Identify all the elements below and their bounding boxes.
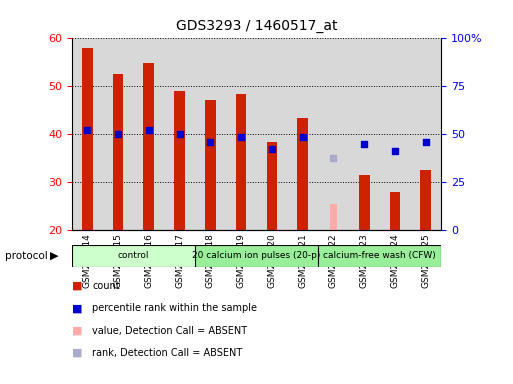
Text: rank, Detection Call = ABSENT: rank, Detection Call = ABSENT <box>92 348 243 358</box>
Text: value, Detection Call = ABSENT: value, Detection Call = ABSENT <box>92 326 247 336</box>
Point <box>268 146 276 152</box>
Bar <box>421 170 431 230</box>
Text: ■: ■ <box>72 326 82 336</box>
Text: ■: ■ <box>72 303 82 313</box>
Bar <box>390 192 400 230</box>
Point <box>360 141 368 147</box>
Point <box>175 131 184 137</box>
Bar <box>103 38 133 230</box>
Bar <box>133 38 164 230</box>
Point <box>329 155 338 161</box>
Bar <box>330 204 337 230</box>
Text: control: control <box>117 251 149 260</box>
Bar <box>164 38 195 230</box>
Bar <box>349 38 380 230</box>
Point <box>114 131 122 137</box>
Bar <box>205 100 216 230</box>
Point <box>237 134 245 140</box>
Text: ▶: ▶ <box>50 251 58 261</box>
Bar <box>256 38 287 230</box>
Bar <box>113 74 124 230</box>
Bar <box>195 38 226 230</box>
Bar <box>72 38 103 230</box>
Bar <box>410 38 441 230</box>
Text: percentile rank within the sample: percentile rank within the sample <box>92 303 258 313</box>
Text: 20 calcium ion pulses (20-p): 20 calcium ion pulses (20-p) <box>192 251 321 260</box>
Text: count: count <box>92 281 120 291</box>
Bar <box>226 38 256 230</box>
Bar <box>82 48 92 230</box>
Point <box>145 126 153 132</box>
Bar <box>318 38 349 230</box>
Text: GDS3293 / 1460517_at: GDS3293 / 1460517_at <box>176 19 337 33</box>
Text: calcium-free wash (CFW): calcium-free wash (CFW) <box>323 251 436 260</box>
Point <box>422 139 430 145</box>
Bar <box>318 245 441 267</box>
Point <box>299 134 307 140</box>
Text: ■: ■ <box>72 281 82 291</box>
Text: protocol: protocol <box>5 251 48 261</box>
Bar <box>298 118 308 230</box>
Text: ■: ■ <box>72 348 82 358</box>
Bar <box>380 38 410 230</box>
Bar <box>144 63 154 230</box>
Bar <box>287 38 318 230</box>
Point <box>83 126 91 132</box>
Bar <box>236 94 247 230</box>
Point <box>206 139 214 145</box>
Bar <box>72 245 195 267</box>
Bar <box>359 175 369 230</box>
Point <box>391 148 399 154</box>
Bar <box>174 91 185 230</box>
Bar <box>195 245 318 267</box>
Bar <box>267 142 277 230</box>
